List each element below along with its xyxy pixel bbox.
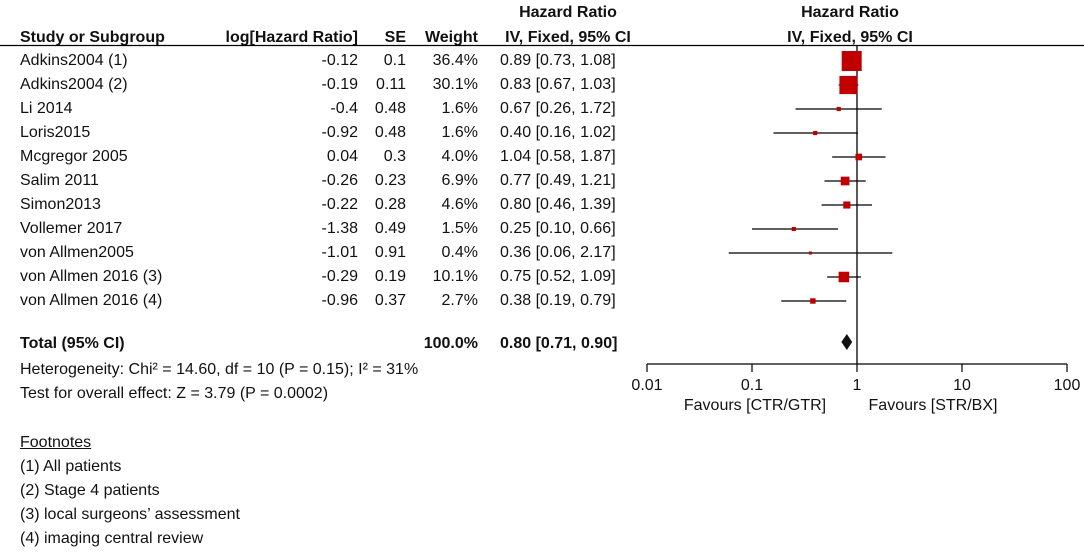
footnote-4: (4) imaging central review [20,530,204,547]
favours-right-label: Favours [STR/BX] [868,397,998,414]
footnotes-title: Footnotes [20,434,92,451]
study-log-hr: -0.12 [321,52,358,69]
effect-marker [843,201,851,209]
overall-effect-text: Test for overall effect: Z = 3.79 (P = 0… [20,385,329,402]
col-header-log-hr: log[Hazard Ratio] [225,29,358,46]
study-log-hr: -0.92 [321,124,358,141]
study-se: 0.28 [374,196,406,213]
study-ci: 0.40 [0.16, 1.02] [500,124,616,141]
study-ci: 0.36 [0.06, 2.17] [500,244,616,261]
study-weight: 1.6% [441,100,478,117]
study-weight: 4.0% [441,148,478,165]
study-ci: 0.77 [0.49, 1.21] [500,172,616,189]
effect-marker [855,153,863,161]
x-tick-label: 0.01 [631,377,662,394]
footnote-2: (2) Stage 4 patients [20,482,160,499]
hr-header-title: Hazard Ratio [519,4,617,21]
study-log-hr: -0.26 [321,172,358,189]
study-ci: 0.80 [0.46, 1.39] [500,196,616,213]
effect-marker [836,106,841,112]
heterogeneity-text: Heterogeneity: Chi² = 14.60, df = 10 (P … [20,361,419,378]
study-name: Mcgregor 2005 [20,148,128,165]
total-weight: 100.0% [423,335,478,352]
col-header-hr-method: IV, Fixed, 95% CI [505,29,631,46]
study-log-hr: -0.4 [330,100,358,117]
effect-marker [839,75,858,95]
study-log-hr: -0.96 [321,292,358,309]
study-se: 0.1 [383,52,406,69]
total-ci: 0.80 [0.71, 0.90] [500,335,618,352]
study-se: 0.48 [374,100,406,117]
study-weight: 0.4% [441,244,478,261]
study-se: 0.37 [374,292,406,309]
study-name: Simon2013 [20,196,101,213]
study-name: von Allmen2005 [20,244,134,261]
study-log-hr: -1.01 [321,244,358,261]
total-label: Total (95% CI) [20,335,125,352]
study-se: 0.48 [374,124,406,141]
study-ci: 0.67 [0.26, 1.72] [500,100,616,117]
footnote-1: (1) All patients [20,458,122,475]
study-name: Loris2015 [20,124,91,141]
study-name: Adkins2004 (2) [20,76,128,93]
effect-marker [841,51,862,71]
study-name: von Allmen 2016 (3) [20,268,163,285]
study-name: Li 2014 [20,100,73,117]
study-se: 0.91 [374,244,406,261]
plot-header-title: Hazard Ratio [801,4,899,21]
x-tick-label: 0.1 [741,377,763,394]
plot-header-method: IV, Fixed, 95% CI [787,29,913,46]
effect-marker [810,298,816,304]
x-tick-label: 10 [953,377,971,394]
study-name: Vollemer 2017 [20,220,123,237]
study-weight: 2.7% [441,292,478,309]
study-weight: 1.6% [441,124,478,141]
col-header-study: Study or Subgroup [20,29,165,46]
study-se: 0.49 [374,220,406,237]
study-name: Salim 2011 [20,172,99,189]
study-ci: 0.25 [0.10, 0.66] [500,220,616,237]
study-ci: 0.38 [0.19, 0.79] [500,292,616,309]
study-log-hr: -0.22 [321,196,358,213]
study-se: 0.3 [383,148,406,165]
favours-left-label: Favours [CTR/GTR] [683,397,827,414]
study-weight: 6.9% [441,172,478,189]
study-name: Adkins2004 (1) [20,52,128,69]
footnote-3: (3) local surgeons’ assessment [20,506,240,523]
study-ci: 1.04 [0.58, 1.87] [500,148,616,165]
study-name: von Allmen 2016 (4) [20,292,163,309]
study-ci: 0.83 [0.67, 1.03] [500,76,616,93]
col-header-weight: Weight [424,29,478,46]
effect-marker [791,226,796,232]
pooled-diamond [841,334,853,350]
effect-marker [838,271,850,283]
study-se: 0.23 [374,172,406,189]
effect-marker [808,251,812,255]
study-weight: 36.4% [432,52,478,69]
study-ci: 0.75 [0.52, 1.09] [500,268,616,285]
study-log-hr: 0.04 [326,148,358,165]
col-header-se: SE [384,29,406,46]
study-se: 0.19 [374,268,406,285]
study-log-hr: -0.19 [321,76,358,93]
x-tick-label: 100 [1054,377,1081,394]
study-weight: 10.1% [432,268,478,285]
study-log-hr: -0.29 [321,268,358,285]
study-weight: 1.5% [441,220,478,237]
x-tick-label: 1 [853,377,862,394]
study-weight: 30.1% [432,76,478,93]
effect-marker [813,130,818,136]
study-se: 0.11 [376,76,406,93]
study-ci: 0.89 [0.73, 1.08] [500,52,616,69]
study-log-hr: -1.38 [321,220,358,237]
study-weight: 4.6% [441,196,478,213]
effect-marker [840,176,850,186]
